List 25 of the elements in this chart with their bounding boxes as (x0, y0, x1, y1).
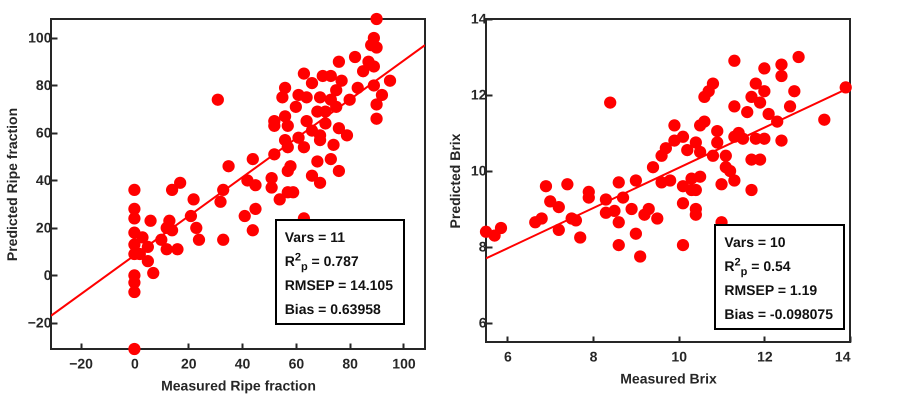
x-axis-title: Measured Ripe fraction (161, 378, 316, 394)
x-tick-label: −20 (69, 356, 94, 372)
x-tick-label: 12 (757, 348, 773, 364)
y-tick-label: 14 (470, 10, 487, 26)
x-axis-title: Measured Brix (620, 370, 717, 386)
x-tick-label: 6 (504, 348, 512, 364)
annotation: Bias = 0.63958 (284, 300, 382, 319)
x-tick-label: 40 (234, 356, 251, 372)
annotation: RMSEP = 1.19 (724, 281, 818, 300)
y-axis-title: Predicted Brix (446, 133, 463, 228)
annotation: RMSEP = 14.105 (284, 276, 393, 295)
annotation: Vars = 11 (284, 228, 346, 247)
x-tick-label: 10 (671, 348, 688, 364)
x-tick-label: 100 (392, 356, 416, 372)
x-tick-label: 8 (590, 348, 598, 364)
x-tick-label: 0 (131, 356, 140, 372)
annotation: Bias = -0.098075 (724, 305, 833, 324)
x-tick-label: 80 (342, 356, 358, 372)
y-axis-title: Predicted Ripe fraction (4, 108, 20, 262)
x-tick-label: 60 (288, 356, 304, 372)
annotation: R$^{2}$$_{p}$ = 0.787 (284, 250, 360, 273)
annotation: Vars = 10 (724, 233, 787, 252)
x-tick-label: 14 (834, 348, 851, 364)
annotation: R$^{2}$$_{p}$ = 0.54 (724, 255, 792, 278)
x-tick-label: 20 (180, 356, 197, 372)
